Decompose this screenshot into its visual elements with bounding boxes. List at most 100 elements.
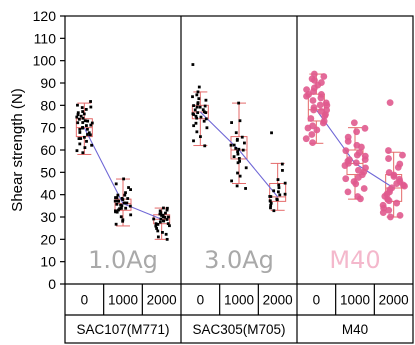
- data-point: [86, 133, 89, 136]
- data-point: [88, 133, 92, 137]
- data-point: [119, 215, 123, 219]
- data-point: [304, 124, 312, 132]
- data-point: [89, 105, 93, 109]
- y-tick-label: 80: [40, 97, 56, 113]
- data-point: [75, 115, 79, 119]
- panel-label: 1.0Ag: [88, 246, 158, 274]
- data-point: [390, 173, 398, 180]
- data-point: [128, 204, 132, 208]
- data-point: [237, 147, 241, 151]
- data-point: [361, 156, 369, 164]
- data-point: [276, 178, 280, 181]
- data-point: [194, 121, 198, 125]
- data-point: [84, 107, 88, 111]
- data-point: [203, 104, 207, 108]
- y-tick-label: 90: [40, 75, 56, 91]
- data-point: [241, 148, 245, 152]
- data-point: [129, 213, 133, 217]
- data-point: [164, 211, 167, 215]
- data-point: [160, 214, 163, 217]
- data-point: [234, 131, 238, 135]
- data-point: [120, 196, 124, 200]
- data-point: [121, 219, 125, 223]
- iqr-box: [269, 183, 287, 202]
- data-point: [342, 147, 350, 155]
- axes-layer: [60, 15, 414, 344]
- data-point: [341, 162, 349, 169]
- data-point: [192, 124, 196, 128]
- data-point: [311, 76, 318, 84]
- data-point: [156, 223, 160, 226]
- data-point: [278, 193, 282, 197]
- data-point: [122, 201, 126, 205]
- data-point: [272, 209, 276, 213]
- data-point: [204, 98, 208, 102]
- y-tick-label: 110: [34, 30, 57, 46]
- data-point: [77, 137, 81, 140]
- y-tick-label: 100: [33, 53, 57, 69]
- y-tick-label: 20: [40, 231, 56, 247]
- data-point: [116, 199, 120, 203]
- data-point: [350, 119, 358, 127]
- data-point: [196, 102, 200, 106]
- data-point: [114, 182, 118, 186]
- data-point: [283, 192, 287, 196]
- data-point: [77, 117, 81, 121]
- data-point: [163, 215, 167, 219]
- data-point: [76, 113, 80, 117]
- data-point: [237, 101, 241, 105]
- data-point: [82, 112, 86, 116]
- data-point: [121, 218, 125, 222]
- x-category-label: 1000: [224, 293, 254, 308]
- data-point: [124, 206, 128, 210]
- data-point: [115, 202, 119, 206]
- y-tick-label: 60: [40, 142, 56, 158]
- data-point: [238, 159, 241, 163]
- data-point: [283, 181, 287, 185]
- data-point: [235, 138, 239, 142]
- data-point: [168, 224, 171, 228]
- data-point: [85, 139, 88, 143]
- data-point: [124, 191, 127, 195]
- data-point: [321, 112, 329, 120]
- x-category-label: 2000: [147, 293, 177, 308]
- data-point: [196, 90, 200, 94]
- data-point: [81, 121, 85, 124]
- data-point: [165, 208, 169, 212]
- data-point: [75, 149, 79, 153]
- data-point: [114, 222, 118, 226]
- data-point: [83, 146, 87, 150]
- data-point: [87, 131, 91, 135]
- data-point: [344, 188, 352, 196]
- data-point: [243, 141, 246, 145]
- data-point: [195, 130, 199, 134]
- data-point: [127, 186, 130, 189]
- data-point: [155, 227, 158, 230]
- data-point: [89, 100, 92, 103]
- data-point: [114, 196, 117, 200]
- data-point: [90, 143, 94, 147]
- data-point: [166, 222, 170, 226]
- data-point: [167, 215, 170, 219]
- data-point: [156, 235, 160, 239]
- data-point: [165, 206, 169, 210]
- data-point: [235, 184, 239, 188]
- data-point: [154, 222, 158, 226]
- data-point: [379, 209, 387, 217]
- data-point: [275, 198, 279, 202]
- data-point: [232, 155, 236, 159]
- data-point: [386, 99, 394, 107]
- data-point: [302, 135, 310, 143]
- data-point: [308, 131, 316, 138]
- x-category-label: 2000: [379, 293, 409, 308]
- data-point: [399, 151, 406, 159]
- data-point: [240, 135, 244, 139]
- data-point: [195, 105, 199, 109]
- data-point: [86, 119, 90, 123]
- data-point: [204, 117, 208, 121]
- data-point: [323, 101, 331, 109]
- data-point: [152, 217, 156, 221]
- data-point: [158, 212, 162, 216]
- y-axis-label: Shear strength (N): [9, 88, 26, 211]
